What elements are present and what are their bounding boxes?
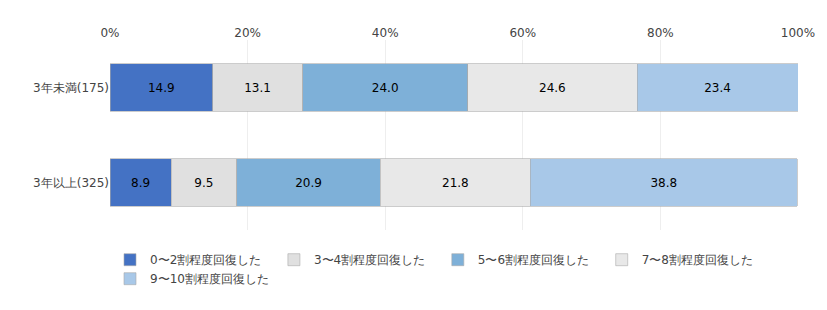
svg-text:40%: 40% [372, 26, 399, 40]
svg-text:20%: 20% [234, 26, 261, 40]
svg-text:38.8: 38.8 [650, 176, 677, 190]
svg-text:60%: 60% [509, 26, 536, 40]
svg-text:100%: 100% [781, 26, 815, 40]
svg-text:3年以上(325): 3年以上(325) [33, 176, 109, 190]
svg-text:21.8: 21.8 [442, 176, 469, 190]
svg-text:13.1: 13.1 [244, 81, 271, 95]
svg-text:3〜4割程度回復した: 3〜4割程度回復した [314, 253, 425, 267]
svg-text:5〜6割程度回復した: 5〜6割程度回復した [478, 253, 589, 267]
svg-text:20.9: 20.9 [295, 176, 322, 190]
svg-text:23.4: 23.4 [704, 81, 731, 95]
svg-text:3年未満(175): 3年未満(175) [33, 81, 109, 95]
svg-text:9〜10割程度回復した: 9〜10割程度回復した [150, 272, 269, 286]
svg-text:0〜2割程度回復した: 0〜2割程度回復した [150, 253, 261, 267]
svg-text:80%: 80% [647, 26, 674, 40]
svg-text:9.5: 9.5 [194, 176, 213, 190]
svg-text:0%: 0% [100, 26, 119, 40]
svg-text:14.9: 14.9 [148, 81, 175, 95]
svg-text:8.9: 8.9 [131, 176, 150, 190]
svg-text:24.6: 24.6 [539, 81, 566, 95]
svg-text:24.0: 24.0 [372, 81, 399, 95]
svg-text:7〜8割程度回復した: 7〜8割程度回復した [642, 253, 753, 267]
